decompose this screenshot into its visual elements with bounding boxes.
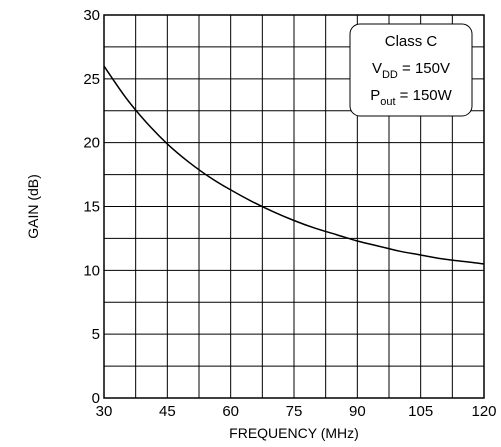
x-tick-label: 45 (159, 403, 176, 420)
y-tick-label: 15 (83, 199, 100, 216)
x-tick-labels: 30 45 60 75 90 105 120 (96, 403, 497, 420)
y-tick-label: 25 (83, 71, 100, 88)
annotation-pout-symbol: P (370, 87, 380, 104)
x-tick-label: 120 (471, 403, 496, 420)
annotation-vdd-subscript: DD (382, 69, 398, 81)
x-axis-label: FREQUENCY (MHz) (229, 425, 359, 441)
x-tick-label: 105 (408, 403, 433, 420)
conditions-annotation: Class C VDD = 150V Pout = 150W (350, 24, 472, 116)
annotation-class: Class C (385, 33, 438, 50)
y-tick-label: 0 (92, 390, 100, 407)
x-tick-label: 75 (286, 403, 303, 420)
x-tick-label: 60 (222, 403, 239, 420)
y-axis-label: GAIN (dB) (25, 174, 41, 239)
y-tick-labels: 0 5 10 15 20 25 30 (83, 7, 100, 407)
y-tick-label: 10 (83, 262, 100, 279)
y-tick-label: 20 (83, 135, 100, 152)
y-tick-label: 30 (83, 7, 100, 24)
annotation-pout-subscript: out (380, 96, 395, 108)
x-tick-label: 90 (349, 403, 366, 420)
annotation-pout-value: = 150W (396, 87, 453, 104)
y-tick-label: 5 (92, 326, 100, 343)
annotation-vdd-value: = 150V (398, 60, 450, 77)
annotation-vdd-symbol: V (372, 60, 382, 77)
